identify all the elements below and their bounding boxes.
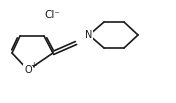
Text: O: O — [24, 65, 32, 75]
Text: +: + — [30, 61, 36, 70]
Text: Cl⁻: Cl⁻ — [44, 10, 60, 20]
Text: N: N — [85, 30, 93, 40]
